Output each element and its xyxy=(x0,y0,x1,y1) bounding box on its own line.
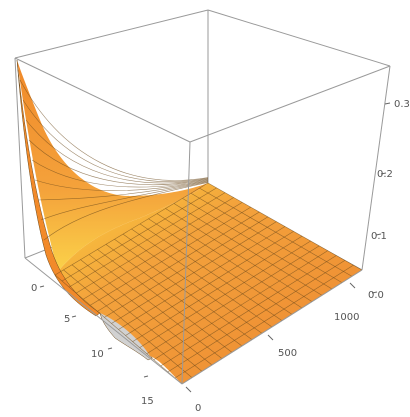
y-tick-label-1000: 1000 xyxy=(334,312,359,323)
z-tick-label-02: 0.2 xyxy=(377,169,393,180)
x-tick-label-10: 10 xyxy=(91,349,104,360)
mesh-line-wall xyxy=(43,182,209,241)
surface-wall-front xyxy=(16,59,101,317)
mesh-line-wall xyxy=(22,99,209,182)
y-tick-label-0: 0 xyxy=(195,403,201,414)
x-tick-label-15: 15 xyxy=(141,396,154,407)
mesh-line-wall xyxy=(40,181,209,221)
mesh-line-wall xyxy=(34,179,209,191)
mesh-line-y xyxy=(199,187,353,277)
surface-floor xyxy=(55,183,362,384)
x-tick-label-5: 5 xyxy=(64,314,70,325)
mesh-line-wall xyxy=(25,119,209,184)
z-axis xyxy=(371,102,391,294)
z-tick-label-03: 0.3 xyxy=(394,99,410,110)
mesh-line-wall xyxy=(28,139,209,186)
mesh-line-y xyxy=(182,198,333,290)
y-tick-label-500: 500 xyxy=(278,348,297,359)
z-tick-label-00: 0.0 xyxy=(368,290,384,301)
x-axis xyxy=(39,285,149,378)
mesh-line-wall xyxy=(19,79,209,181)
bounding-box-front xyxy=(14,57,391,385)
mesh-line-x xyxy=(174,264,354,379)
y-axis xyxy=(185,282,356,393)
mesh-line-y xyxy=(190,192,343,283)
mesh-line-x xyxy=(167,260,346,373)
z-tick-label-01: 0.1 xyxy=(371,231,387,242)
x-tick-label-0: 0 xyxy=(31,283,37,294)
mesh-line-wall xyxy=(37,180,209,201)
mesh-line-wall xyxy=(31,159,209,188)
surface-wall xyxy=(17,60,208,276)
mesh-line-y xyxy=(207,182,363,271)
